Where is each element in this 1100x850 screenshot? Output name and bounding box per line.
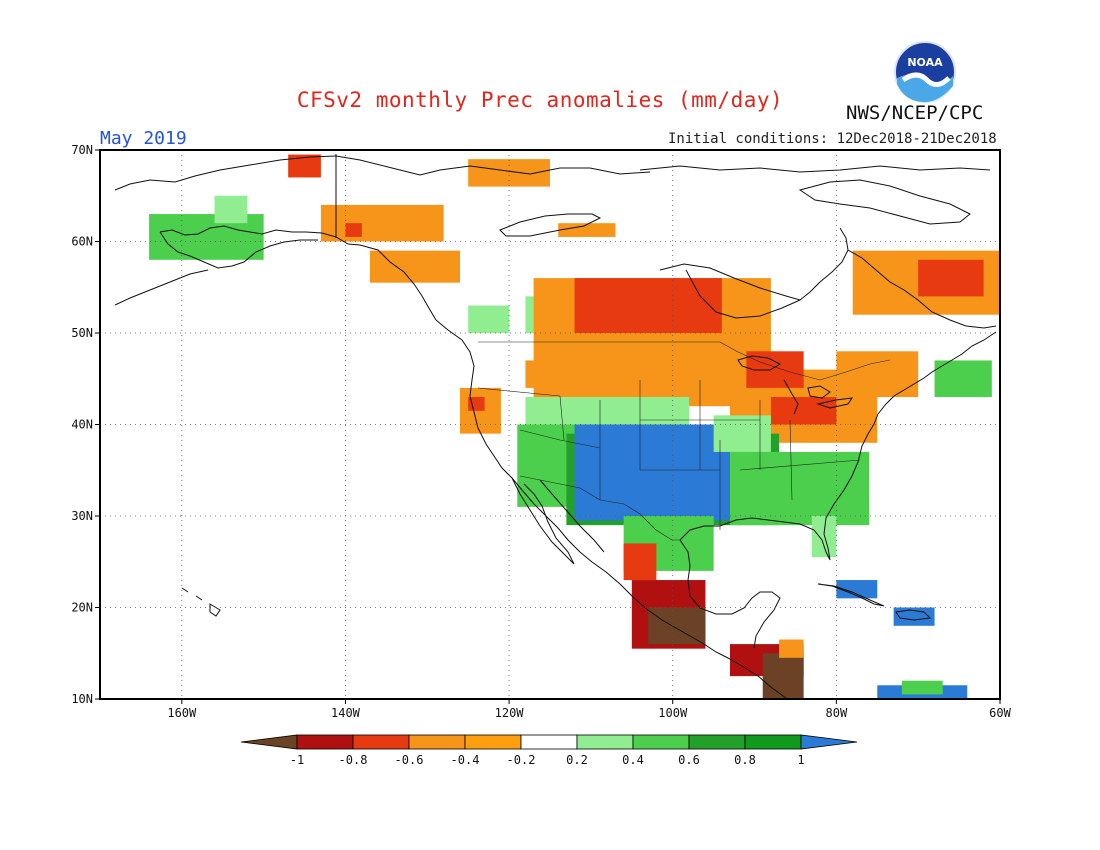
- hawaii: [181, 587, 221, 617]
- baffin-island: [798, 179, 971, 225]
- colorbar-segment: [296, 734, 354, 750]
- anomaly-region-17: [770, 397, 837, 425]
- anomaly-region-19: [918, 259, 984, 297]
- anomaly-region-1: [320, 204, 444, 242]
- lat-tick-label: 40N: [71, 418, 93, 432]
- anomaly-region-11: [468, 397, 485, 411]
- colorbar: -1 -0.8 -0.6 -0.4 -0.2 0.2 0.4 0.6 0.8 1: [240, 734, 858, 767]
- arctic-islands-2: [639, 165, 991, 173]
- alaska-coastline: [159, 225, 437, 321]
- anomaly-region-35: [779, 639, 804, 658]
- colorbar-label: -0.2: [507, 753, 536, 767]
- hudson-bay: [659, 227, 849, 301]
- colorbar-label: -1: [290, 753, 304, 767]
- cuba: [817, 583, 885, 607]
- colorbar-segment: [520, 734, 578, 750]
- us-mexico-border: [519, 475, 680, 541]
- gulf-coast: [679, 539, 781, 649]
- anomaly-region-3: [370, 250, 460, 283]
- arctic-islands: [499, 213, 602, 237]
- anomaly-region-29: [934, 360, 992, 398]
- lon-tick-label: 160W: [167, 706, 197, 720]
- colorbar-segment: [408, 734, 466, 750]
- lon-tick-label: 60W: [989, 706, 1011, 720]
- colorbar-segment: [352, 734, 410, 750]
- anomaly-region-32: [648, 607, 706, 645]
- anomaly-region-34: [762, 653, 804, 699]
- anomaly-region-39: [901, 680, 943, 695]
- lat-tick-label: 60N: [71, 235, 93, 249]
- colorbar-low-arrow: [240, 734, 298, 750]
- alaska-south-coast: [159, 231, 318, 269]
- anomaly-region-28: [713, 415, 771, 452]
- political-borders: [477, 341, 891, 541]
- hudson-bay-south: [685, 269, 801, 319]
- colorbar-label: 0.8: [734, 753, 756, 767]
- anomaly-region-14: [574, 278, 722, 333]
- baja-california: [511, 477, 575, 565]
- axis-labels: 70N 60N 50N 40N 30N 20N 10N 160W 140W 120W 100W 80W…: [71, 143, 1011, 720]
- anomaly-region-36: [836, 580, 878, 599]
- alaska-north-coast: [114, 155, 337, 191]
- anomaly-region-30: [623, 543, 657, 581]
- colorbar-segment: [464, 734, 522, 750]
- aleutian-islands: [114, 269, 209, 306]
- colorbar-label: -0.4: [451, 753, 480, 767]
- us-canada-border: [478, 341, 891, 381]
- colorbar-segment: [576, 734, 634, 750]
- anomaly-region-20: [836, 351, 919, 398]
- anomaly-region-2: [345, 223, 362, 237]
- lat-tick-label: 10N: [71, 692, 93, 706]
- colorbar-label: -0.8: [339, 753, 368, 767]
- anomaly-region-5: [558, 223, 616, 237]
- noaa-logo-text: NOAA: [907, 56, 943, 69]
- noaa-logo: NOAA: [893, 40, 957, 108]
- forecast-month: May 2019: [100, 128, 187, 149]
- anomaly-region-7: [214, 195, 248, 224]
- coastlines: [114, 154, 997, 699]
- lon-tick-label: 140W: [331, 706, 361, 720]
- us-state-lines: [477, 380, 861, 530]
- colorbar-segment: [688, 734, 746, 750]
- lat-tick-label: 20N: [71, 601, 93, 615]
- lon-tick-label: 120W: [495, 706, 525, 720]
- colorbar-label: 0.2: [566, 753, 588, 767]
- labrador-coast: [847, 249, 997, 329]
- anomaly-region-26: [730, 451, 870, 526]
- colorbar-segment: [632, 734, 690, 750]
- anomaly-region-24: [574, 424, 730, 521]
- anomaly-region-0: [288, 154, 321, 178]
- colorbar-segment: [744, 734, 802, 750]
- anomaly-field: [149, 154, 1000, 699]
- initial-conditions: Initial conditions: 12Dec2018-21Dec2018: [668, 131, 997, 147]
- atlantic-coast: [877, 331, 997, 415]
- pacific-coast: [435, 319, 787, 699]
- agency-label: NWS/NCEP/CPC: [846, 102, 984, 124]
- canada-arctic-coast: [335, 155, 651, 176]
- gulf-coast-us: [679, 413, 879, 561]
- lon-tick-label: 80W: [826, 706, 848, 720]
- colorbar-high-arrow: [800, 734, 858, 750]
- map-title: CFSv2 monthly Prec anomalies (mm/day): [296, 88, 784, 112]
- colorbar-label: 0.4: [622, 753, 644, 767]
- lat-tick-label: 50N: [71, 326, 93, 340]
- anomaly-region-8: [468, 305, 510, 333]
- colorbar-label: -0.6: [395, 753, 424, 767]
- lat-tick-label: 30N: [71, 509, 93, 523]
- gulf-of-california: [539, 479, 605, 553]
- lat-tick-label: 70N: [71, 143, 93, 157]
- colorbar-label: 1: [797, 753, 804, 767]
- colorbar-label: 0.6: [678, 753, 700, 767]
- anomaly-region-27: [811, 516, 837, 558]
- lat-lon-gridlines: [100, 150, 1000, 699]
- lon-tick-label: 100W: [658, 706, 688, 720]
- hispaniola: [895, 609, 932, 621]
